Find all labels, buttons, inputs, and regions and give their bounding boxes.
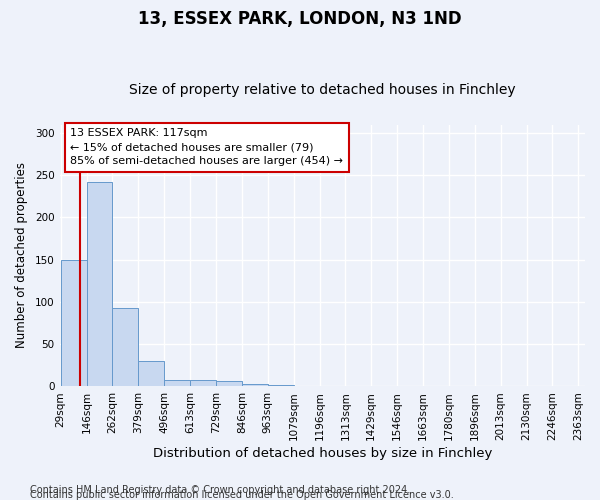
Bar	[242, 384, 268, 386]
Text: 13 ESSEX PARK: 117sqm
← 15% of detached houses are smaller (79)
85% of semi-deta: 13 ESSEX PARK: 117sqm ← 15% of detached …	[70, 128, 343, 166]
Bar	[61, 260, 86, 386]
Bar	[190, 380, 216, 386]
Text: Contains HM Land Registry data © Crown copyright and database right 2024.: Contains HM Land Registry data © Crown c…	[30, 485, 410, 495]
Bar	[268, 385, 293, 386]
Bar	[138, 361, 164, 386]
Bar	[112, 308, 138, 386]
Text: 13, ESSEX PARK, LONDON, N3 1ND: 13, ESSEX PARK, LONDON, N3 1ND	[138, 10, 462, 28]
Bar	[216, 380, 242, 386]
Title: Size of property relative to detached houses in Finchley: Size of property relative to detached ho…	[129, 83, 515, 97]
Text: Contains public sector information licensed under the Open Government Licence v3: Contains public sector information licen…	[30, 490, 454, 500]
X-axis label: Distribution of detached houses by size in Finchley: Distribution of detached houses by size …	[152, 447, 492, 460]
Bar	[86, 182, 112, 386]
Bar	[164, 380, 190, 386]
Y-axis label: Number of detached properties: Number of detached properties	[15, 162, 28, 348]
